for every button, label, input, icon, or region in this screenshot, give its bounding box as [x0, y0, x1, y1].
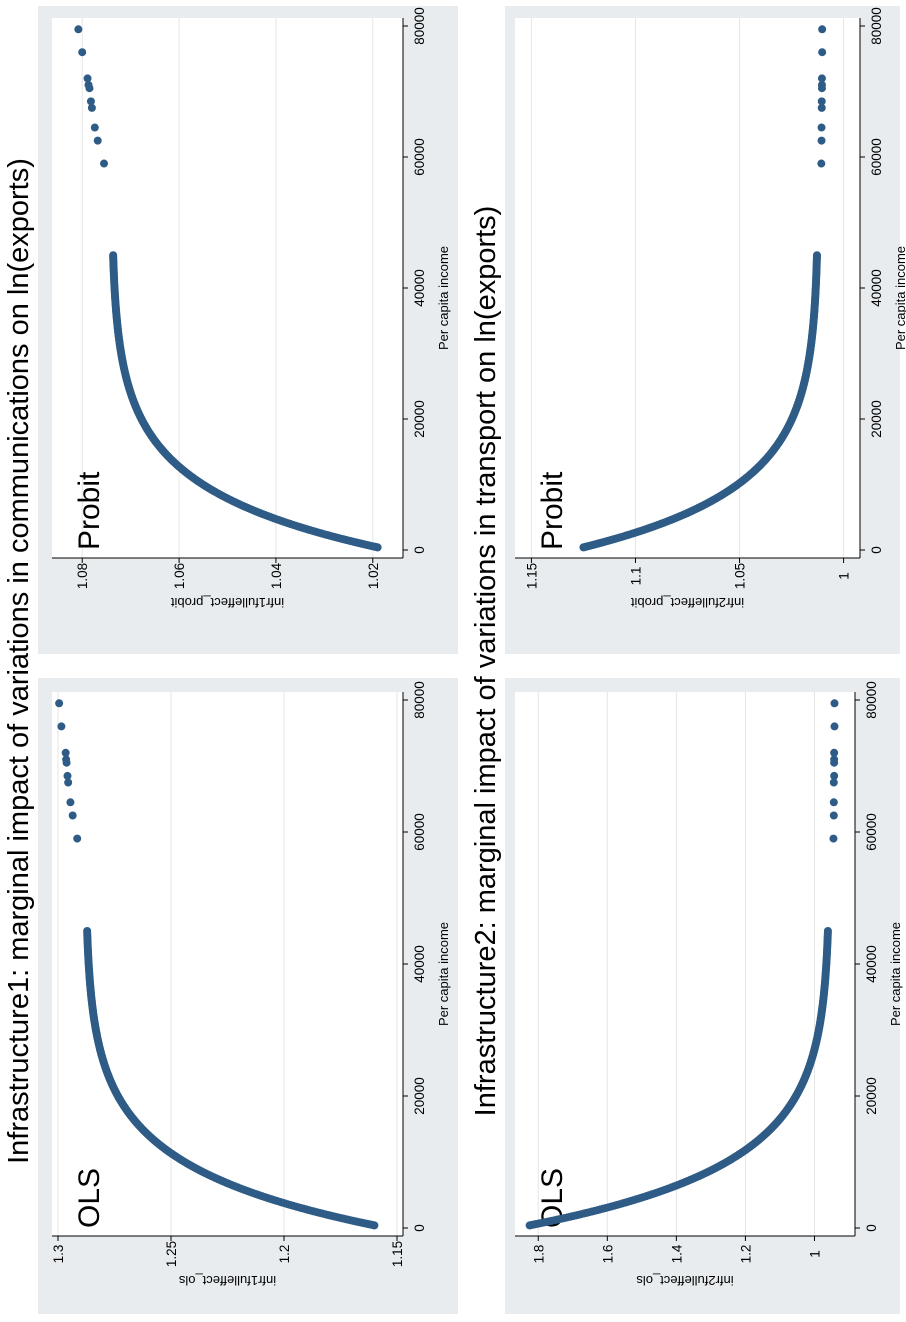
y-tick-label: 1.04	[269, 562, 284, 589]
data-point	[57, 722, 66, 731]
data-point	[74, 25, 83, 34]
data-point	[62, 755, 71, 764]
x-tick-label: 20000	[412, 1077, 427, 1115]
y-axis-title: infr1fulleffect_ols	[178, 1273, 276, 1288]
data-point	[818, 25, 827, 34]
x-axis-title: Per capita income	[436, 246, 451, 350]
plot-area	[52, 692, 403, 1236]
plot-area	[52, 18, 403, 558]
data-point	[55, 699, 64, 708]
data-point	[817, 103, 826, 112]
panel-label: Probit	[73, 471, 106, 550]
x-tick-label: 0	[864, 1224, 879, 1232]
x-axis-title: Per capita income	[436, 922, 451, 1026]
plot-area	[515, 692, 855, 1236]
data-point	[817, 80, 826, 89]
data-point	[86, 97, 95, 106]
data-point	[68, 811, 77, 820]
data-point	[823, 927, 832, 935]
x-tick-label: 40000	[412, 269, 427, 307]
data-point	[78, 48, 87, 57]
y-tick-label: 1	[837, 572, 852, 580]
y-axis-title: infr1fulleffect_probit	[171, 595, 285, 610]
data-point	[829, 811, 838, 820]
y-tick-label: 1.3	[51, 1245, 66, 1264]
x-tick-label: 80000	[412, 7, 427, 45]
data-point	[93, 136, 102, 145]
data-point	[818, 48, 827, 57]
x-tick-label: 0	[412, 546, 427, 554]
data-point	[109, 251, 118, 260]
chart-panel-infra2_ols: 1 1.2 1.4 1.6 1.8 0 20000 40000 60000 80000 infr2f…	[505, 678, 903, 1314]
x-tick-label: 60000	[412, 813, 427, 851]
data-point	[817, 136, 826, 145]
y-tick-label: 1.2	[277, 1245, 292, 1264]
data-point	[830, 748, 839, 757]
figure-title-communications: Infrastructure1: marginal impact of vari…	[3, 158, 35, 1164]
data-point	[90, 123, 99, 132]
plot-area	[515, 18, 860, 558]
y-tick-label: 1.15	[390, 1241, 405, 1267]
y-tick-label: 1.4	[669, 1244, 684, 1263]
data-point	[817, 74, 826, 83]
data-point	[817, 159, 826, 168]
y-tick-label: 1.8	[531, 1245, 546, 1264]
data-point	[73, 834, 82, 843]
chart-panel-infra1_probit: 1.02 1.04 1.06 1.08 0 20000 40000 60000 80000 inf…	[38, 6, 458, 654]
data-point	[812, 251, 821, 260]
x-tick-label: 20000	[864, 1077, 879, 1115]
x-tick-label: 0	[412, 1224, 427, 1232]
data-point	[830, 699, 839, 708]
chart-panel-infra1_ols: 1.15 1.2 1.25 1.3 0 20000 40000 60000 80000 infr1…	[38, 678, 458, 1314]
x-tick-label: 0	[869, 546, 884, 554]
panel-label: OLS	[73, 1168, 106, 1228]
data-point	[817, 97, 826, 106]
x-tick-label: 40000	[412, 945, 427, 983]
y-tick-label: 1.1	[628, 567, 643, 586]
x-tick-label: 20000	[869, 400, 884, 438]
y-axis-title: infr2fulleffect_probit	[631, 595, 745, 610]
x-axis-title: Per capita income	[893, 246, 906, 350]
y-tick-label: 1.06	[172, 563, 187, 589]
x-tick-label: 40000	[869, 269, 884, 307]
x-axis-title: Per capita income	[888, 922, 903, 1026]
data-point	[61, 748, 70, 757]
y-tick-label: 1.08	[75, 563, 90, 589]
data-point	[64, 778, 73, 787]
data-point	[63, 771, 72, 780]
y-tick-label: 1.6	[600, 1245, 615, 1264]
y-tick-label: 1.05	[733, 563, 748, 589]
data-point	[829, 834, 838, 843]
data-point	[84, 80, 93, 89]
data-point	[817, 123, 826, 132]
data-point	[66, 798, 75, 807]
panel-label: Probit	[536, 471, 569, 550]
x-tick-label: 20000	[412, 400, 427, 438]
data-point	[830, 771, 839, 780]
data-point	[83, 74, 92, 83]
data-point	[100, 159, 109, 168]
y-axis-title: infr2fulleffect_ols	[636, 1273, 734, 1288]
x-tick-label: 60000	[869, 138, 884, 176]
x-tick-label: 40000	[864, 945, 879, 983]
y-tick-label: 1	[807, 1250, 822, 1258]
x-tick-label: 80000	[869, 7, 884, 45]
y-tick-label: 1.2	[738, 1245, 753, 1264]
x-tick-label: 80000	[864, 681, 879, 719]
x-tick-label: 60000	[864, 813, 879, 851]
y-tick-label: 1.25	[164, 1241, 179, 1267]
data-point	[829, 778, 838, 787]
data-point	[829, 798, 838, 807]
data-point	[87, 103, 96, 112]
y-tick-label: 1.02	[366, 563, 381, 589]
x-tick-label: 60000	[412, 138, 427, 176]
data-point	[830, 722, 839, 731]
figure-title-transport: Infrastructure2: marginal impact of vari…	[470, 206, 502, 1117]
data-point	[83, 927, 92, 935]
data-point	[830, 755, 839, 764]
chart-panel-infra2_probit: 1 1.05 1.1 1.15 0 20000 40000 60000 80000 infr2fu…	[505, 6, 906, 654]
x-tick-label: 80000	[412, 681, 427, 719]
y-tick-label: 1.15	[524, 563, 539, 589]
